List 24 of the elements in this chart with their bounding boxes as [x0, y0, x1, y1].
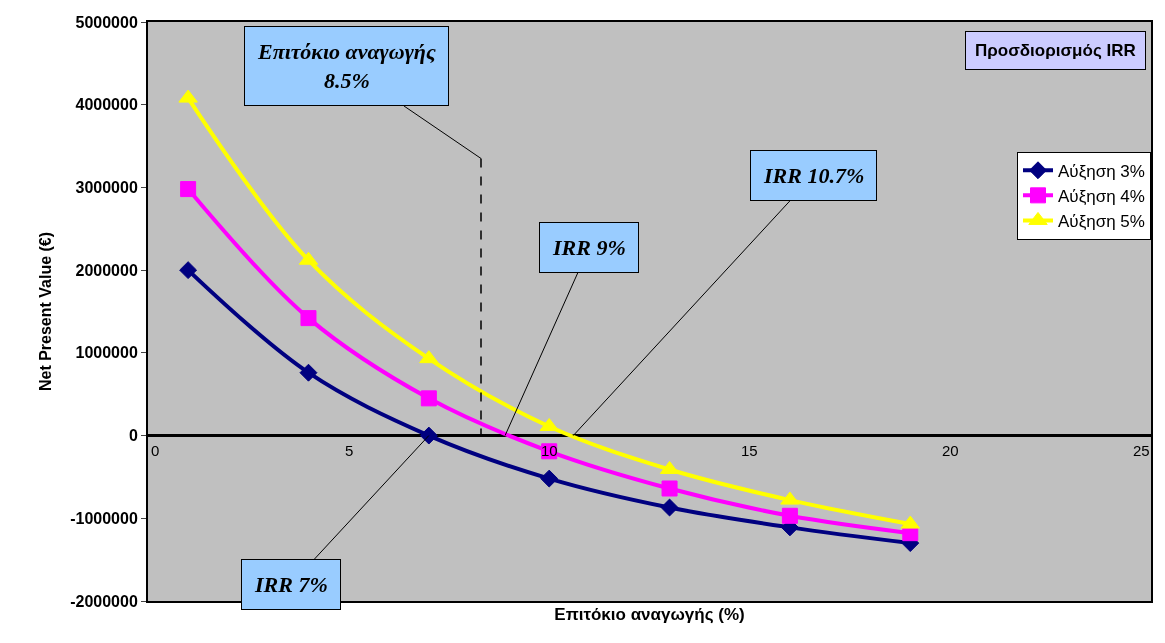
- x-tick-label: 5: [345, 442, 354, 459]
- y-tick-label: 5000000: [75, 13, 138, 31]
- y-tick-label: -1000000: [70, 509, 138, 527]
- text: Προσδιορισμός IRR: [975, 41, 1136, 60]
- y-tick-label: -2000000: [70, 592, 138, 610]
- legend-label: Αύξηση 4%: [1058, 186, 1145, 206]
- legend-label: Αύξηση 3%: [1058, 161, 1145, 181]
- x-tick-label: 25: [1133, 442, 1150, 459]
- y-axis-title: Net Present Value (€): [36, 231, 54, 392]
- annotation: IRR 9%: [552, 235, 626, 260]
- x-tick-label: 20: [942, 442, 959, 459]
- annotation: IRR 7%: [254, 572, 328, 597]
- y-tick-label: 4000000: [75, 96, 138, 114]
- annotation: IRR 10.7%: [763, 163, 865, 188]
- legend-label: Αύξηση 5%: [1058, 212, 1145, 232]
- x-axis-title: Επιτόκιο αναγωγής (%): [554, 604, 745, 624]
- x-tick-label: 0: [151, 442, 160, 459]
- y-tick-label: 0: [128, 427, 138, 445]
- y-tick-label: 2000000: [75, 261, 138, 279]
- y-tick-label: 3000000: [75, 179, 138, 197]
- x-tick-label: 10: [541, 442, 558, 459]
- x-tick-label: 15: [741, 442, 758, 459]
- y-tick-label: 1000000: [75, 344, 138, 362]
- annotation: Επιτόκιο αναγωγής 8.5%: [257, 39, 436, 93]
